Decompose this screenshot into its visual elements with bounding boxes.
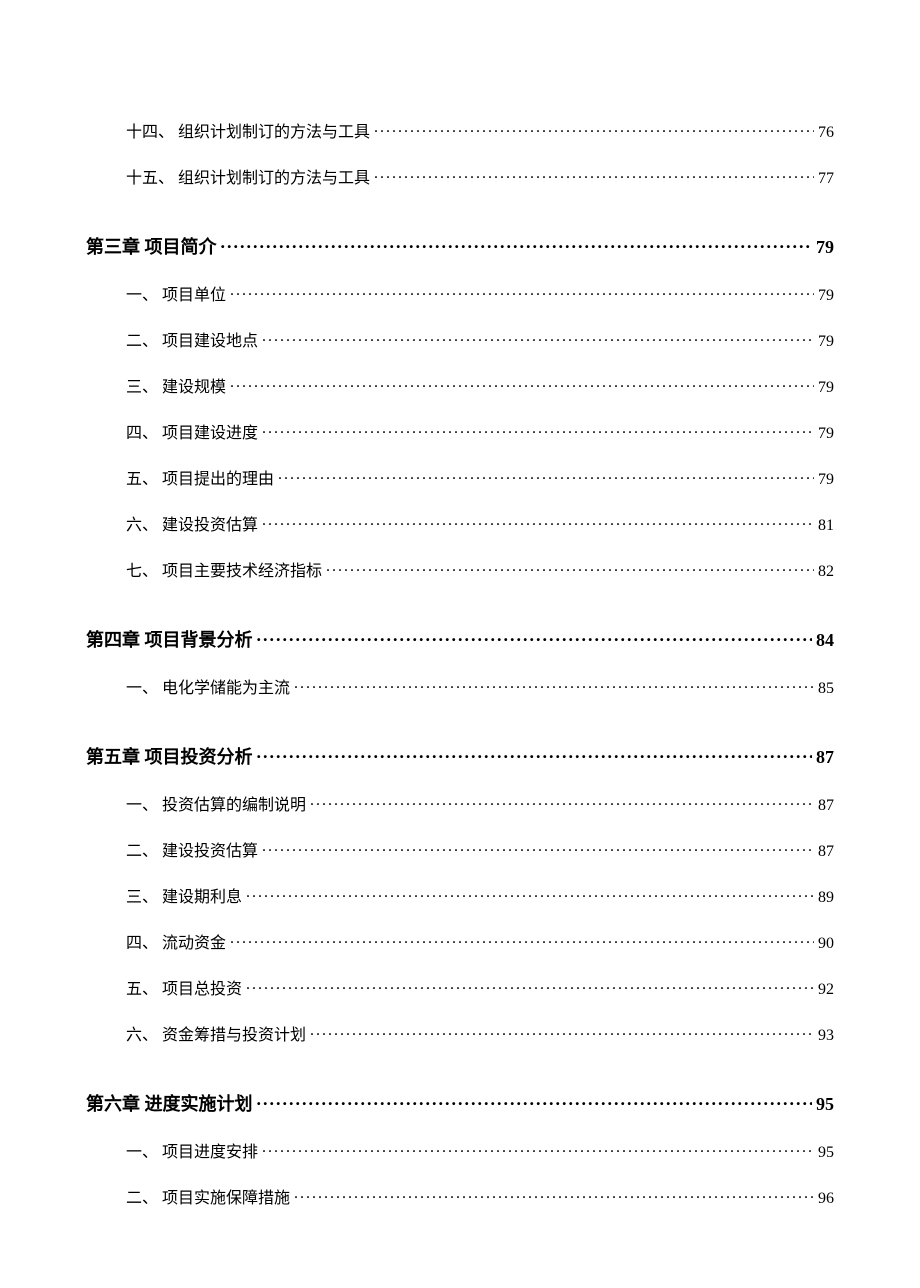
sub-item-label: 十五、 组织计划制订的方法与工具 <box>126 164 370 188</box>
sub-item-page: 87 <box>818 843 834 861</box>
chapter-label: 第四章 项目背景分析 <box>86 626 253 652</box>
chapter-heading: 第五章 项目投资分析 87 <box>86 743 834 769</box>
chapter-heading: 第四章 项目背景分析 84 <box>86 626 834 652</box>
sub-item-page: 95 <box>818 1144 834 1162</box>
sub-item-label: 三、 建设期利息 <box>126 883 242 907</box>
leader-dots <box>246 978 814 994</box>
sub-item-page: 79 <box>818 379 834 397</box>
toc-sub-item: 一、 项目单位 79 <box>86 281 834 305</box>
sub-item-label: 一、 项目单位 <box>126 281 226 305</box>
leader-dots <box>262 1141 814 1157</box>
toc-sub-item: 四、 项目建设进度 79 <box>86 419 834 443</box>
leader-dots <box>262 840 814 856</box>
sub-item-label: 二、 项目实施保障措施 <box>126 1184 290 1208</box>
toc-sub-item: 一、 项目进度安排 95 <box>86 1138 834 1162</box>
initial-sub-items: 十四、 组织计划制订的方法与工具 76 十五、 组织计划制订的方法与工具 77 <box>86 118 834 188</box>
toc-sub-item: 五、 项目总投资 92 <box>86 975 834 999</box>
chapter-page: 95 <box>816 1094 834 1115</box>
leader-dots <box>310 1024 814 1040</box>
chapter-heading: 第六章 进度实施计划 95 <box>86 1090 834 1116</box>
leader-dots <box>262 330 814 346</box>
leader-dots <box>374 121 814 137</box>
toc-sub-item: 三、 建设规模 79 <box>86 373 834 397</box>
toc-sub-item: 二、 项目建设地点 79 <box>86 327 834 351</box>
leader-dots <box>230 284 814 300</box>
leader-dots <box>294 677 814 693</box>
leader-dots <box>310 794 814 810</box>
toc-sub-item: 五、 项目提出的理由 79 <box>86 465 834 489</box>
sub-item-label: 一、 电化学储能为主流 <box>126 674 290 698</box>
leader-dots <box>257 628 813 646</box>
chapter-label: 第三章 项目简介 <box>86 233 217 259</box>
sub-item-page: 92 <box>818 981 834 999</box>
toc-sub-item: 七、 项目主要技术经济指标 82 <box>86 557 834 581</box>
sub-item-label: 六、 资金筹措与投资计划 <box>126 1021 306 1045</box>
sub-item-label: 七、 项目主要技术经济指标 <box>126 557 322 581</box>
sub-item-page: 79 <box>818 287 834 305</box>
sub-item-page: 89 <box>818 889 834 907</box>
sub-item-label: 二、 建设投资估算 <box>126 837 258 861</box>
leader-dots <box>257 745 813 763</box>
toc-sub-item: 四、 流动资金 90 <box>86 929 834 953</box>
sub-item-page: 87 <box>818 797 834 815</box>
sub-item-page: 79 <box>818 425 834 443</box>
leader-dots <box>230 932 814 948</box>
chapter-page: 79 <box>816 237 834 258</box>
leader-dots <box>294 1187 814 1203</box>
sub-item-page: 76 <box>818 124 834 142</box>
leader-dots <box>262 422 814 438</box>
toc-sub-item: 一、 电化学储能为主流 85 <box>86 674 834 698</box>
chapter-page: 84 <box>816 630 834 651</box>
toc-sub-item: 六、 建设投资估算 81 <box>86 511 834 535</box>
sub-item-label: 五、 项目提出的理由 <box>126 465 274 489</box>
leader-dots <box>374 167 814 183</box>
leader-dots <box>326 560 814 576</box>
chapter-label: 第六章 进度实施计划 <box>86 1090 253 1116</box>
sub-item-label: 六、 建设投资估算 <box>126 511 258 535</box>
leader-dots <box>246 886 814 902</box>
toc-sub-item: 一、 投资估算的编制说明 87 <box>86 791 834 815</box>
sub-item-label: 十四、 组织计划制订的方法与工具 <box>126 118 370 142</box>
sub-item-page: 77 <box>818 170 834 188</box>
sub-item-page: 90 <box>818 935 834 953</box>
sub-item-page: 93 <box>818 1027 834 1045</box>
sub-item-page: 85 <box>818 680 834 698</box>
sub-item-label: 三、 建设规模 <box>126 373 226 397</box>
sub-item-page: 81 <box>818 517 834 535</box>
toc-sub-item: 六、 资金筹措与投资计划 93 <box>86 1021 834 1045</box>
leader-dots <box>221 235 813 253</box>
toc-sub-item: 二、 建设投资估算 87 <box>86 837 834 861</box>
chapter-label: 第五章 项目投资分析 <box>86 743 253 769</box>
sub-item-page: 82 <box>818 563 834 581</box>
sub-item-label: 五、 项目总投资 <box>126 975 242 999</box>
leader-dots <box>257 1092 813 1110</box>
toc-sub-item: 三、 建设期利息 89 <box>86 883 834 907</box>
sub-item-label: 四、 项目建设进度 <box>126 419 258 443</box>
sub-item-page: 96 <box>818 1190 834 1208</box>
chapter-page: 87 <box>816 747 834 768</box>
sub-item-label: 一、 项目进度安排 <box>126 1138 258 1162</box>
leader-dots <box>278 468 814 484</box>
sub-item-page: 79 <box>818 333 834 351</box>
table-of-contents: 十四、 组织计划制订的方法与工具 76 十五、 组织计划制订的方法与工具 77 … <box>86 118 834 1208</box>
leader-dots <box>262 514 814 530</box>
toc-sub-item: 十四、 组织计划制订的方法与工具 76 <box>86 118 834 142</box>
sub-item-label: 一、 投资估算的编制说明 <box>126 791 306 815</box>
sub-item-page: 79 <box>818 471 834 489</box>
sub-item-label: 四、 流动资金 <box>126 929 226 953</box>
leader-dots <box>230 376 814 392</box>
toc-sub-item: 二、 项目实施保障措施 96 <box>86 1184 834 1208</box>
toc-sub-item: 十五、 组织计划制订的方法与工具 77 <box>86 164 834 188</box>
sub-item-label: 二、 项目建设地点 <box>126 327 258 351</box>
chapter-heading: 第三章 项目简介 79 <box>86 233 834 259</box>
